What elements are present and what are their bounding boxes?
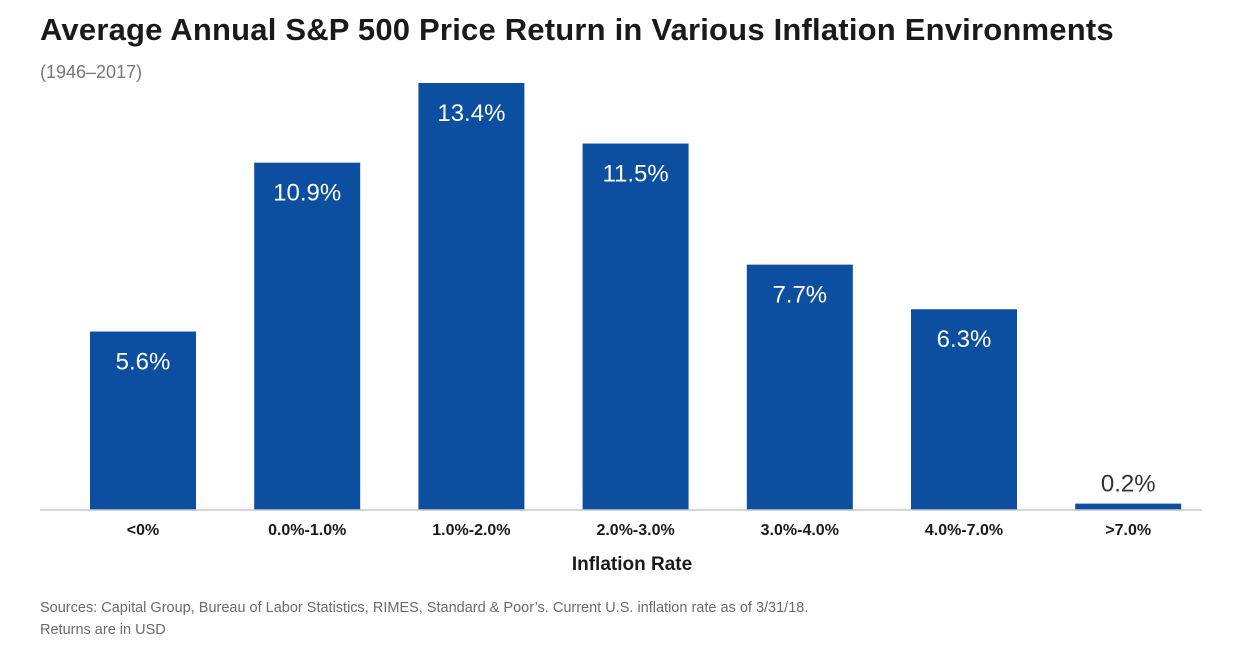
data-label: 5.6% xyxy=(116,349,171,376)
bar xyxy=(746,264,853,510)
data-label: 11.5% xyxy=(602,161,668,188)
x-tick-label: 1.0%-2.0% xyxy=(432,522,510,539)
x-tick-label: 0.0%-1.0% xyxy=(268,522,346,539)
data-label: 0.2% xyxy=(1101,471,1156,498)
bar xyxy=(1075,503,1182,510)
sources-line: Sources: Capital Group, Bureau of Labor … xyxy=(40,600,809,616)
sources-note: Sources: Capital Group, Bureau of Labor … xyxy=(40,597,808,641)
data-label: 10.9% xyxy=(273,180,341,207)
x-axis-title: Inflation Rate xyxy=(572,554,692,575)
bar xyxy=(90,331,196,510)
x-tick-label: 2.0%-3.0% xyxy=(596,522,674,539)
x-tick-label: <0% xyxy=(127,522,159,539)
bar xyxy=(418,83,525,510)
bar xyxy=(582,143,689,510)
data-label: 13.4% xyxy=(437,100,505,127)
currency-note: Returns are in USD xyxy=(40,622,166,638)
x-tick-label: 4.0%-7.0% xyxy=(925,522,1003,539)
x-tick-label: 3.0%-4.0% xyxy=(761,522,839,539)
x-tick-label-group: <0% 0.0%-1.0% 1.0%-2.0% 2.0%-3.0% 3.0%-4.0% 4… xyxy=(127,522,1151,539)
chart-title: Average Annual S&P 500 Price Return in V… xyxy=(40,12,1114,47)
data-label-group: 5.6% 10.9% 13.4% 11.5% 7.7% 6.3% 0.2% xyxy=(116,100,1156,498)
x-tick-label: >7.0% xyxy=(1105,522,1151,539)
chart-subtitle: (1946–2017) xyxy=(40,62,143,82)
data-label: 6.3% xyxy=(937,326,992,353)
bar xyxy=(254,162,361,510)
bar xyxy=(911,309,1017,510)
bar-group xyxy=(90,83,1182,510)
data-label: 7.7% xyxy=(772,282,827,309)
